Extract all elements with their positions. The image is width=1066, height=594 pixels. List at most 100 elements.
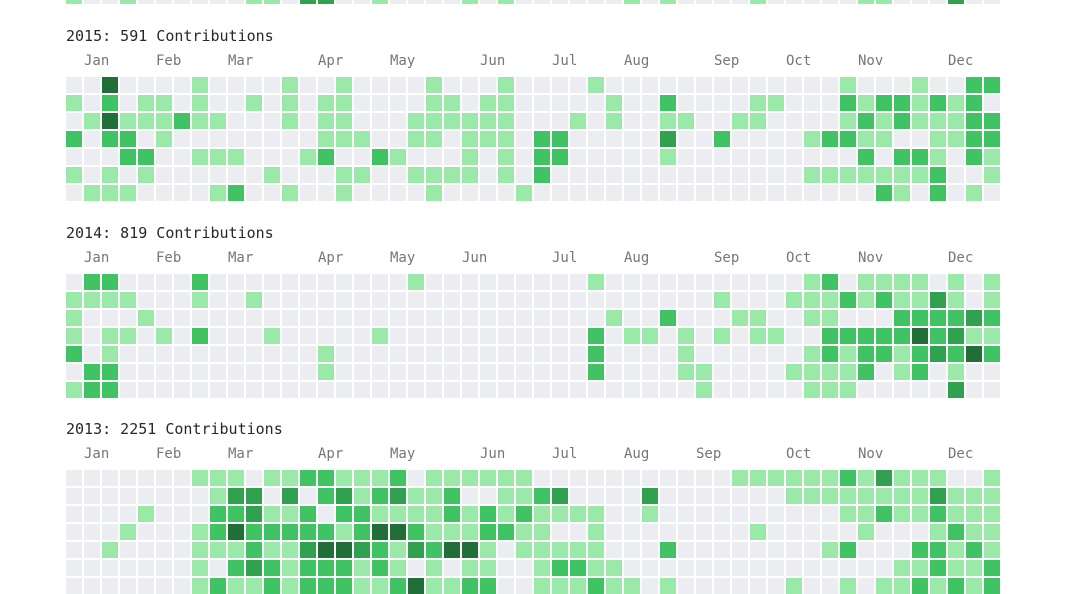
contribution-day-cell[interactable] — [696, 542, 712, 558]
contribution-day-cell[interactable] — [912, 95, 928, 111]
contribution-day-cell[interactable] — [120, 77, 136, 93]
contribution-day-cell[interactable] — [120, 0, 136, 4]
contribution-day-cell[interactable] — [804, 274, 820, 290]
contribution-day-cell[interactable] — [246, 506, 262, 522]
contribution-day-cell[interactable] — [390, 346, 406, 362]
contribution-day-cell[interactable] — [138, 506, 154, 522]
contribution-day-cell[interactable] — [552, 470, 568, 486]
contribution-day-cell[interactable] — [912, 506, 928, 522]
contribution-day-cell[interactable] — [822, 364, 838, 380]
contribution-day-cell[interactable] — [300, 274, 316, 290]
contribution-day-cell[interactable] — [966, 364, 982, 380]
contribution-day-cell[interactable] — [282, 0, 298, 4]
contribution-day-cell[interactable] — [372, 131, 388, 147]
contribution-day-cell[interactable] — [426, 77, 442, 93]
contribution-day-cell[interactable] — [552, 560, 568, 576]
contribution-day-cell[interactable] — [300, 364, 316, 380]
contribution-day-cell[interactable] — [480, 578, 496, 594]
contribution-day-cell[interactable] — [336, 470, 352, 486]
contribution-day-cell[interactable] — [588, 560, 604, 576]
contribution-day-cell[interactable] — [84, 560, 100, 576]
contribution-day-cell[interactable] — [174, 506, 190, 522]
contribution-day-cell[interactable] — [174, 77, 190, 93]
contribution-day-cell[interactable] — [516, 524, 532, 540]
contribution-day-cell[interactable] — [678, 131, 694, 147]
contribution-day-cell[interactable] — [102, 131, 118, 147]
contribution-day-cell[interactable] — [138, 488, 154, 504]
contribution-day-cell[interactable] — [732, 77, 748, 93]
contribution-day-cell[interactable] — [534, 560, 550, 576]
contribution-day-cell[interactable] — [912, 0, 928, 4]
contribution-day-cell[interactable] — [264, 131, 280, 147]
contribution-day-cell[interactable] — [786, 292, 802, 308]
contribution-day-cell[interactable] — [840, 346, 856, 362]
contribution-day-cell[interactable] — [516, 185, 532, 201]
contribution-day-cell[interactable] — [516, 542, 532, 558]
contribution-day-cell[interactable] — [966, 524, 982, 540]
contribution-day-cell[interactable] — [984, 131, 1000, 147]
contribution-day-cell[interactable] — [174, 364, 190, 380]
contribution-day-cell[interactable] — [228, 470, 244, 486]
contribution-day-cell[interactable] — [336, 149, 352, 165]
contribution-day-cell[interactable] — [588, 95, 604, 111]
contribution-day-cell[interactable] — [858, 346, 874, 362]
contribution-day-cell[interactable] — [372, 578, 388, 594]
contribution-day-cell[interactable] — [894, 185, 910, 201]
contribution-day-cell[interactable] — [552, 95, 568, 111]
contribution-day-cell[interactable] — [192, 0, 208, 4]
contribution-day-cell[interactable] — [642, 149, 658, 165]
contribution-day-cell[interactable] — [570, 77, 586, 93]
contribution-day-cell[interactable] — [570, 149, 586, 165]
contribution-day-cell[interactable] — [876, 542, 892, 558]
contribution-day-cell[interactable] — [498, 506, 514, 522]
contribution-day-cell[interactable] — [264, 506, 280, 522]
contribution-day-cell[interactable] — [372, 560, 388, 576]
contribution-day-cell[interactable] — [822, 542, 838, 558]
contribution-day-cell[interactable] — [984, 506, 1000, 522]
contribution-day-cell[interactable] — [624, 470, 640, 486]
contribution-day-cell[interactable] — [318, 506, 334, 522]
contribution-day-cell[interactable] — [588, 578, 604, 594]
contribution-day-cell[interactable] — [624, 113, 640, 129]
contribution-day-cell[interactable] — [804, 310, 820, 326]
contribution-day-cell[interactable] — [480, 77, 496, 93]
contribution-day-cell[interactable] — [318, 95, 334, 111]
contribution-day-cell[interactable] — [804, 95, 820, 111]
contribution-day-cell[interactable] — [750, 310, 766, 326]
contribution-day-cell[interactable] — [498, 560, 514, 576]
contribution-day-cell[interactable] — [516, 131, 532, 147]
contribution-day-cell[interactable] — [606, 346, 622, 362]
contribution-day-cell[interactable] — [66, 113, 82, 129]
contribution-day-cell[interactable] — [138, 149, 154, 165]
contribution-day-cell[interactable] — [516, 488, 532, 504]
contribution-day-cell[interactable] — [750, 364, 766, 380]
contribution-day-cell[interactable] — [966, 185, 982, 201]
contribution-day-cell[interactable] — [804, 292, 820, 308]
contribution-day-cell[interactable] — [714, 149, 730, 165]
contribution-day-cell[interactable] — [840, 292, 856, 308]
contribution-day-cell[interactable] — [768, 470, 784, 486]
contribution-day-cell[interactable] — [768, 488, 784, 504]
contribution-day-cell[interactable] — [462, 113, 478, 129]
contribution-day-cell[interactable] — [444, 382, 460, 398]
contribution-day-cell[interactable] — [966, 310, 982, 326]
contribution-day-cell[interactable] — [894, 488, 910, 504]
contribution-day-cell[interactable] — [876, 167, 892, 183]
contribution-day-cell[interactable] — [642, 0, 658, 4]
contribution-day-cell[interactable] — [264, 95, 280, 111]
contribution-day-cell[interactable] — [534, 95, 550, 111]
contribution-day-cell[interactable] — [372, 542, 388, 558]
contribution-day-cell[interactable] — [318, 149, 334, 165]
contribution-day-cell[interactable] — [498, 470, 514, 486]
contribution-day-cell[interactable] — [300, 167, 316, 183]
contribution-day-cell[interactable] — [174, 113, 190, 129]
contribution-day-cell[interactable] — [930, 578, 946, 594]
contribution-day-cell[interactable] — [264, 77, 280, 93]
contribution-day-cell[interactable] — [138, 382, 154, 398]
contribution-day-cell[interactable] — [732, 149, 748, 165]
contribution-day-cell[interactable] — [930, 149, 946, 165]
contribution-day-cell[interactable] — [660, 542, 676, 558]
contribution-day-cell[interactable] — [84, 346, 100, 362]
contribution-day-cell[interactable] — [984, 292, 1000, 308]
contribution-day-cell[interactable] — [930, 524, 946, 540]
